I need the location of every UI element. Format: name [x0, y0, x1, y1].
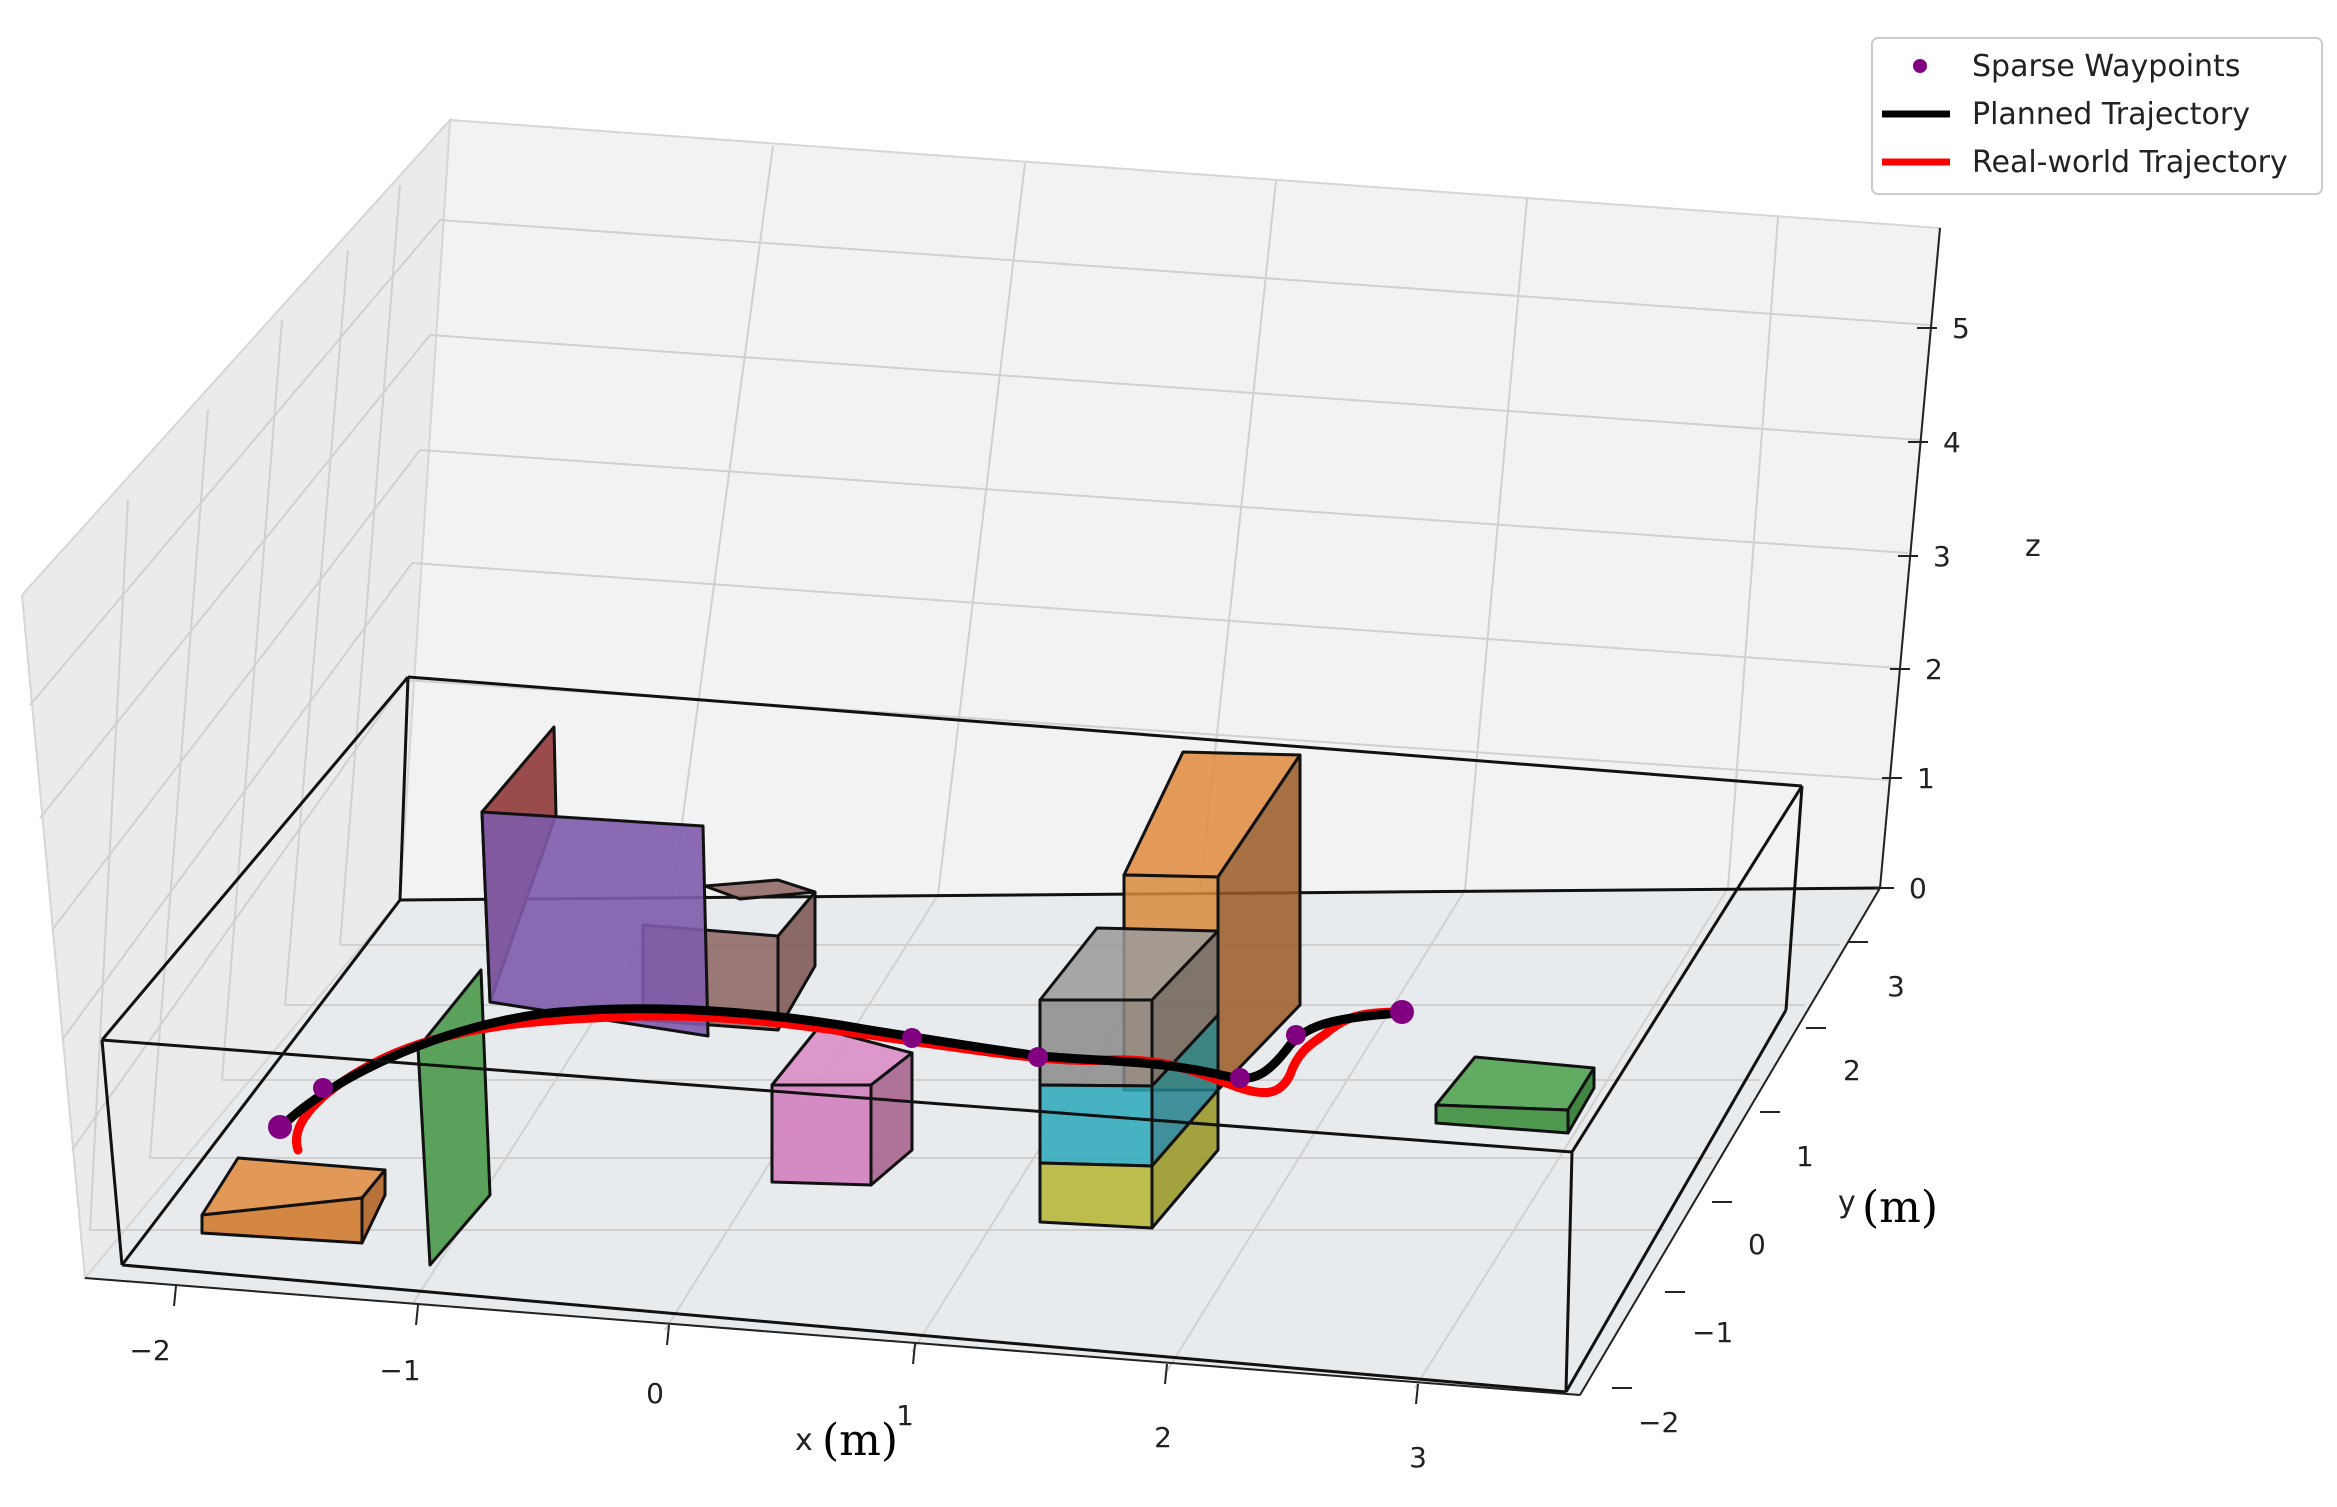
- grid-back-v2: [937, 162, 1026, 896]
- grid-back-h1: [439, 219, 1931, 326]
- z-tick-label: 2: [1925, 653, 1943, 686]
- waypoint: [1028, 1047, 1048, 1067]
- x-ticks: [173, 1285, 1419, 1405]
- z-tick-label: 5: [1952, 312, 1970, 345]
- waypoint: [1286, 1025, 1306, 1045]
- bbox-back-right: [1784, 785, 1804, 1011]
- grid-back-v1: [671, 145, 774, 899]
- waypoint: [1390, 1000, 1414, 1024]
- grid-back-v4: [1464, 198, 1528, 891]
- x-tick-label: 1: [896, 1399, 914, 1432]
- grid-left-v4: [149, 409, 209, 1159]
- grid-left-h5: [71, 679, 406, 1151]
- obstacle-brown-box-side: [776, 890, 817, 1032]
- trajectories: [277, 1004, 1405, 1155]
- obstacle-purple-panel: [480, 810, 710, 1038]
- y-tick-label: 3: [1887, 970, 1905, 1003]
- obstacle-pink-box-front: [770, 1083, 873, 1187]
- waypoint: [1230, 1068, 1250, 1088]
- pane-floor: [82, 886, 1882, 1397]
- y-axis-label: y: [1838, 1185, 1856, 1220]
- bounding-box-front: [100, 676, 1804, 1394]
- planned-trajectory: [277, 1004, 1405, 1131]
- bbox-back-left: [398, 676, 410, 901]
- z-axis-label: z: [2025, 529, 2041, 564]
- grid-left-v3: [221, 319, 283, 1081]
- x-axis-line: [84, 1277, 1581, 1396]
- bbox-front-left: [100, 1039, 124, 1266]
- obstacle-gray-box-front: [1038, 998, 1154, 1088]
- legend: Sparse Waypoints Planned Trajectory Real…: [1871, 37, 2323, 195]
- grid-back-h3: [419, 449, 1909, 554]
- obstacles: [200, 725, 1596, 1267]
- y-tick-label: −1: [1692, 1316, 1733, 1349]
- bbox-front-top: [101, 1038, 1573, 1154]
- x-tick-label: 2: [1154, 1421, 1172, 1454]
- x-tick-label: −1: [379, 1354, 420, 1387]
- z-tick-label: 0: [1909, 872, 1927, 905]
- bbox-front-right: [1564, 1151, 1574, 1393]
- legend-label-planned: Planned Trajectory: [1972, 97, 2250, 132]
- grid-left-h4: [61, 562, 413, 1041]
- z-ticks: [1874, 327, 1937, 889]
- y-axis-unit: (m): [1862, 1182, 1938, 1233]
- legend-label-real: Real-world Trajectory: [1972, 145, 2288, 180]
- obstacle-orange-flat-side: [360, 1168, 387, 1245]
- grid-left-v1: [339, 184, 401, 946]
- grid-left-v5: [89, 499, 129, 1231]
- legend-waypoint-marker: [1913, 59, 1927, 73]
- x-tick-mark: [1164, 1363, 1168, 1385]
- z-tick-label: 1: [1917, 762, 1935, 795]
- bbox-front-bottom: [121, 1263, 1567, 1394]
- legend-label-waypoints: Sparse Waypoints: [1972, 49, 2240, 84]
- x-tick-label: 3: [1409, 1441, 1427, 1474]
- grid-left-v2: [284, 249, 349, 1006]
- grid-left-h3: [51, 449, 421, 931]
- z-tick-labels: 5 4 3 2 1 0: [1909, 312, 1970, 905]
- bbox-top-right-depth: [1570, 785, 1804, 1153]
- obstacle-green-flat-side: [1566, 1066, 1596, 1135]
- y-tick-label: −2: [1638, 1406, 1679, 1439]
- x-axis-unit: (m): [822, 1415, 898, 1466]
- grid-back-v5: [1727, 216, 1779, 889]
- y-tick-labels: 3 2 1 0 −1 −2: [1638, 970, 1905, 1439]
- bbox-back-top: [407, 675, 1803, 788]
- y-axis-line: [1579, 887, 1881, 1396]
- legend-box: [1871, 37, 2323, 195]
- x-tick-mark: [173, 1285, 177, 1307]
- waypoint: [268, 1115, 292, 1139]
- bbox-top-left-depth: [100, 676, 410, 1041]
- x-axis-label: x: [795, 1423, 813, 1458]
- x-tick-labels: −2 −1 0 1 2 3: [129, 1334, 1427, 1474]
- obstacle-yellow-box-front: [1038, 1161, 1154, 1230]
- grid-back-h2: [429, 334, 1921, 441]
- grid-floor-y5: [1414, 887, 1729, 1389]
- obstacle-pink-box-side: [869, 1051, 914, 1187]
- waypoint: [902, 1028, 922, 1048]
- bbox-bottom-right-depth: [1564, 1009, 1788, 1393]
- waypoint: [313, 1078, 333, 1098]
- grid-back-h4: [411, 562, 1899, 669]
- x-tick-label: 0: [646, 1377, 664, 1410]
- y-ticks: [1612, 941, 1868, 1389]
- bbox-bottom-left-depth: [120, 899, 402, 1266]
- z-tick-label: 3: [1933, 540, 1951, 573]
- x-tick-mark: [666, 1324, 670, 1346]
- y-tick-label: 0: [1748, 1228, 1766, 1261]
- x-tick-mark: [1415, 1383, 1419, 1405]
- grid-left-h2: [39, 334, 431, 819]
- x-tick-mark: [912, 1343, 916, 1365]
- x-tick-mark: [415, 1304, 419, 1326]
- y-tick-label: 1: [1796, 1140, 1814, 1173]
- y-tick-label: 2: [1843, 1054, 1861, 1087]
- sparse-waypoints: [268, 1000, 1414, 1139]
- x-tick-label: −2: [129, 1334, 170, 1367]
- z-tick-label: 4: [1943, 426, 1961, 459]
- grid-left-h1: [29, 219, 441, 706]
- obstacle-cyan-box-front: [1038, 1083, 1154, 1168]
